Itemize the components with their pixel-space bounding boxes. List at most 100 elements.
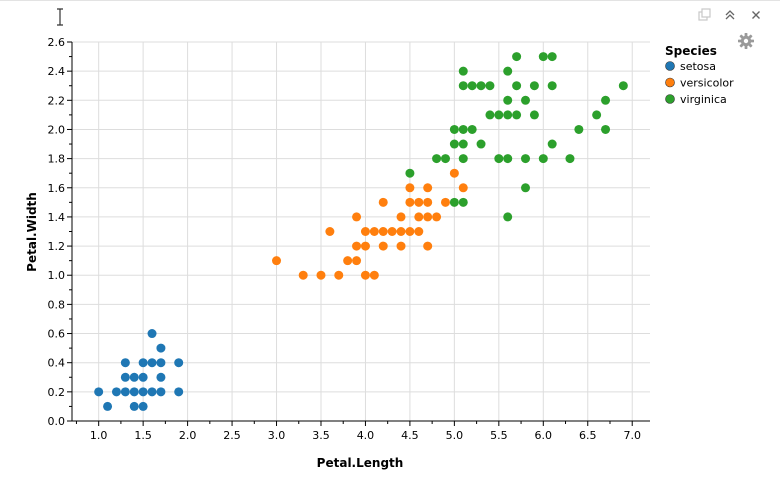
y-tick-label: 1.0: [48, 269, 66, 282]
x-tick-label: 3.0: [268, 429, 286, 442]
point-setosa: [103, 401, 113, 411]
x-tick-label: 5.0: [446, 429, 464, 442]
point-virginica: [440, 154, 450, 164]
y-tick-label: 2.2: [48, 94, 66, 107]
y-tick-label: 1.4: [48, 211, 66, 224]
point-setosa: [111, 387, 121, 397]
point-versicolor: [423, 212, 433, 222]
legend-swatch-virginica: [665, 94, 675, 104]
point-virginica: [592, 110, 602, 120]
point-setosa: [156, 372, 166, 382]
point-virginica: [494, 154, 504, 164]
point-virginica: [521, 183, 531, 193]
point-virginica: [529, 81, 539, 91]
point-virginica: [449, 124, 459, 134]
legend: Species setosa versicolor virginica: [665, 44, 734, 106]
y-tick-label: 2.6: [48, 36, 66, 49]
point-virginica: [538, 52, 548, 62]
x-tick-label: 6.0: [535, 429, 553, 442]
y-tick-label: 2.4: [48, 65, 66, 78]
point-virginica: [547, 139, 557, 149]
point-virginica: [618, 81, 628, 91]
point-versicolor: [298, 270, 308, 280]
point-versicolor: [432, 212, 442, 222]
point-versicolor: [369, 227, 379, 236]
point-versicolor: [378, 227, 388, 236]
legend-swatch-setosa: [665, 61, 675, 71]
point-virginica: [521, 95, 531, 105]
point-virginica: [512, 110, 522, 120]
point-setosa: [147, 329, 157, 339]
point-virginica: [574, 124, 584, 134]
point-versicolor: [343, 256, 353, 266]
y-tick-label: 0.4: [48, 357, 66, 370]
point-virginica: [503, 66, 513, 76]
legend-label-virginica: virginica: [680, 93, 727, 106]
point-versicolor: [378, 197, 388, 207]
point-versicolor: [387, 227, 397, 236]
point-versicolor: [396, 227, 406, 236]
y-tick-label: 2.0: [48, 123, 66, 136]
x-tick-label: 2.5: [223, 429, 241, 442]
point-versicolor: [316, 270, 326, 280]
x-tick-label: 1.5: [134, 429, 152, 442]
y-tick-label: 0.2: [48, 386, 66, 399]
y-tick-label: 1.8: [48, 153, 66, 166]
x-tick-label: 6.5: [579, 429, 597, 442]
point-virginica: [565, 154, 575, 164]
point-versicolor: [352, 212, 362, 222]
copy-icon[interactable]: [696, 7, 712, 23]
point-virginica: [458, 124, 468, 134]
point-virginica: [503, 212, 513, 222]
y-tick-label: 1.6: [48, 182, 66, 195]
point-versicolor: [440, 197, 450, 207]
point-virginica: [547, 81, 557, 91]
point-setosa: [156, 387, 166, 397]
point-setosa: [174, 358, 184, 368]
point-setosa: [129, 401, 139, 411]
point-versicolor: [272, 256, 282, 266]
y-tick-label: 0.8: [48, 298, 66, 311]
data-points: [94, 52, 628, 411]
point-virginica: [512, 81, 522, 91]
point-versicolor: [325, 227, 335, 236]
legend-title: Species: [665, 44, 717, 58]
point-versicolor: [423, 197, 433, 207]
point-virginica: [449, 197, 459, 207]
point-virginica: [476, 139, 486, 149]
point-versicolor: [414, 212, 424, 222]
point-virginica: [503, 154, 513, 164]
x-tick-label: 4.0: [357, 429, 375, 442]
point-versicolor: [396, 241, 406, 251]
x-tick-label: 1.0: [90, 429, 108, 442]
point-setosa: [147, 358, 157, 368]
point-virginica: [405, 168, 415, 178]
collapse-icon[interactable]: [722, 7, 738, 23]
y-tick-label: 1.2: [48, 240, 66, 253]
point-virginica: [547, 52, 557, 62]
legend-swatch-versicolor: [665, 77, 675, 88]
point-virginica: [458, 197, 468, 207]
x-tick-label: 7.0: [623, 429, 641, 442]
point-virginica: [458, 139, 468, 149]
point-virginica: [538, 154, 548, 164]
y-tick-label: 0.6: [48, 328, 66, 341]
point-setosa: [120, 387, 130, 397]
point-versicolor: [405, 197, 415, 207]
close-icon[interactable]: [748, 7, 764, 23]
point-versicolor: [378, 241, 388, 251]
point-virginica: [529, 110, 539, 120]
x-tick-label: 5.5: [490, 429, 508, 442]
point-versicolor: [405, 183, 415, 193]
gear-icon[interactable]: [737, 32, 755, 50]
point-setosa: [129, 372, 139, 382]
point-virginica: [503, 95, 513, 105]
point-virginica: [485, 110, 495, 120]
point-versicolor: [369, 270, 379, 280]
point-setosa: [138, 358, 148, 368]
point-setosa: [129, 387, 139, 397]
point-versicolor: [405, 227, 415, 236]
point-versicolor: [414, 227, 424, 236]
point-virginica: [601, 124, 611, 134]
